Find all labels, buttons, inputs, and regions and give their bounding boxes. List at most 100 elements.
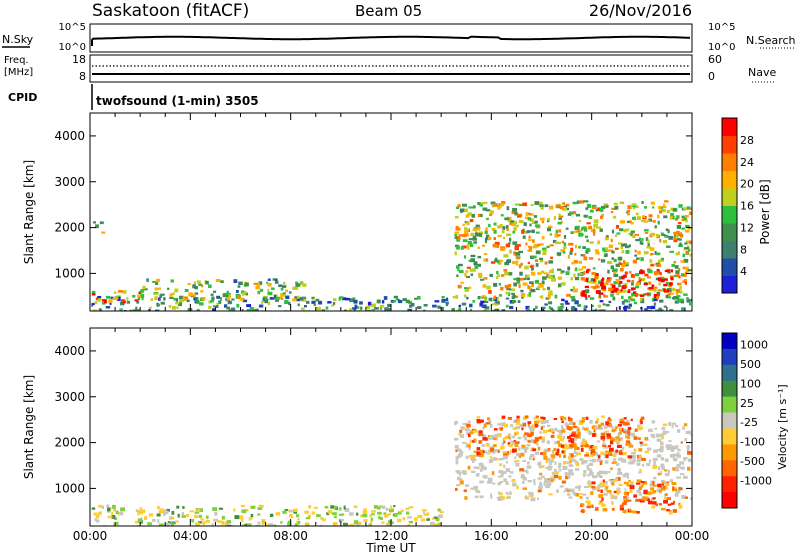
data-cell	[237, 285, 241, 288]
data-cell	[212, 308, 216, 311]
data-cell	[658, 503, 662, 506]
data-cell	[614, 438, 618, 442]
data-cell	[627, 205, 632, 209]
x-tick-label: 08:00	[273, 529, 308, 543]
data-cell	[500, 214, 504, 217]
data-cell	[653, 449, 658, 453]
data-cell	[393, 300, 397, 303]
data-cell	[474, 265, 479, 269]
data-cell	[669, 309, 674, 311]
data-cell	[628, 296, 631, 299]
data-cell	[686, 298, 691, 303]
data-cell	[354, 304, 358, 309]
data-cell	[668, 236, 673, 240]
data-cell	[464, 272, 467, 277]
data-cell	[521, 474, 525, 478]
data-cell	[556, 252, 562, 256]
data-cell	[379, 517, 383, 520]
data-cell	[209, 300, 214, 303]
data-cell	[636, 216, 641, 221]
data-cell	[663, 493, 667, 497]
data-cell	[305, 524, 309, 526]
data-cell	[349, 308, 352, 311]
data-cell	[670, 276, 674, 281]
data-cell	[635, 482, 641, 485]
data-cell	[483, 258, 486, 262]
data-cell	[441, 296, 445, 299]
data-cell	[304, 510, 309, 514]
data-cell	[332, 522, 338, 526]
data-cell	[408, 300, 413, 304]
data-cell	[446, 297, 449, 301]
data-cell	[686, 206, 691, 210]
data-cell	[454, 231, 459, 234]
data-cell	[624, 271, 628, 275]
data-cell	[257, 513, 261, 516]
data-cell	[525, 216, 530, 219]
data-cell	[563, 242, 566, 247]
data-cell	[674, 265, 679, 269]
data-cell	[524, 432, 529, 436]
data-cell	[224, 521, 228, 526]
data-cell	[557, 268, 562, 271]
data-cell	[393, 513, 398, 517]
data-cell	[658, 489, 662, 493]
data-cell	[542, 247, 547, 251]
data-cell	[643, 220, 648, 223]
data-cell	[675, 489, 681, 494]
data-cell	[516, 431, 519, 435]
data-cell	[133, 309, 138, 311]
data-cell	[598, 294, 601, 298]
data-cell	[667, 469, 670, 474]
data-cell	[539, 472, 543, 476]
data-cell	[539, 483, 543, 487]
data-cell	[143, 288, 148, 291]
data-cell	[624, 488, 627, 491]
data-cell	[280, 521, 283, 524]
colorbar-swatch	[722, 380, 737, 398]
data-cell	[349, 512, 354, 516]
data-cell	[239, 297, 244, 301]
data-cell	[469, 431, 474, 435]
data-cell	[196, 280, 201, 284]
data-cell	[639, 500, 645, 503]
data-cell	[589, 470, 593, 473]
data-cell	[573, 273, 576, 278]
data-cell	[350, 523, 355, 526]
data-cell	[466, 266, 471, 269]
data-cell	[500, 286, 504, 291]
data-cell	[315, 298, 320, 302]
data-cell	[540, 270, 545, 274]
data-cell	[181, 512, 184, 515]
data-cell	[539, 204, 544, 208]
data-cell	[664, 234, 669, 238]
data-cell	[489, 273, 493, 277]
data-cell	[545, 457, 551, 462]
data-cell	[560, 444, 565, 448]
colorbar-swatch	[722, 170, 737, 189]
x-tick-label: 20:00	[574, 529, 609, 543]
data-cell	[262, 297, 265, 302]
x-tick-label: 16:00	[474, 529, 509, 543]
data-cell	[607, 269, 610, 274]
data-cell	[504, 217, 510, 221]
data-cell	[624, 433, 629, 436]
data-cell	[93, 512, 98, 516]
data-cell	[676, 299, 680, 302]
data-cell	[595, 420, 599, 424]
data-cell	[680, 298, 684, 302]
data-cell	[547, 449, 551, 452]
data-cell	[591, 204, 597, 208]
data-cell	[540, 426, 543, 430]
data-cell	[503, 440, 506, 444]
data-cell	[538, 465, 543, 469]
data-cell	[656, 454, 662, 458]
data-cell	[464, 230, 469, 234]
data-cell	[271, 287, 275, 290]
data-cell	[639, 294, 645, 297]
data-cell	[610, 494, 614, 498]
data-cell	[571, 298, 576, 302]
data-cell	[512, 482, 517, 487]
data-cell	[665, 484, 670, 486]
data-cell	[242, 299, 248, 303]
